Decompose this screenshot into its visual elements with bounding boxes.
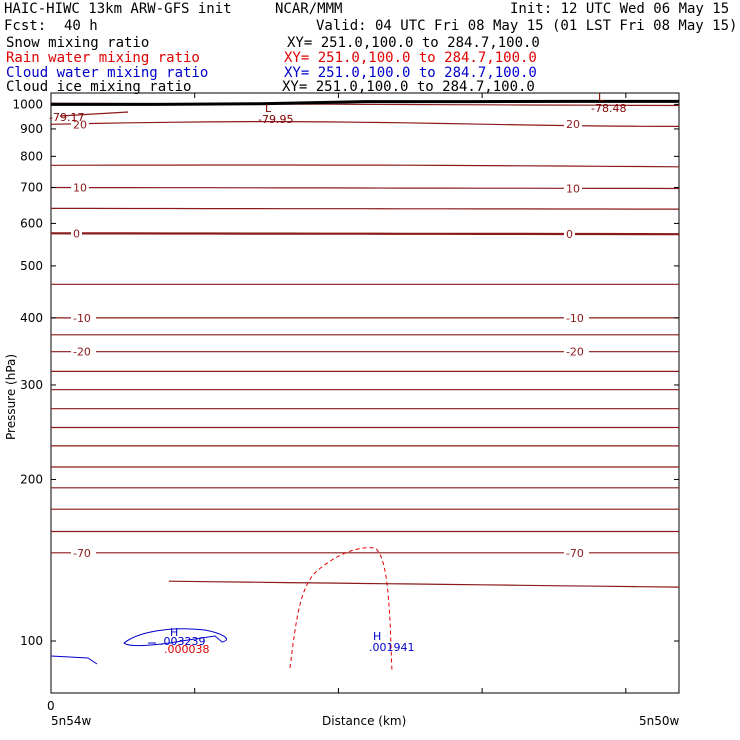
temperature-contour-line <box>168 580 680 588</box>
y-tick-label: 800 <box>20 149 43 163</box>
fcst-value: 40 h <box>64 18 98 34</box>
high-value-rain: .000038 <box>164 643 210 656</box>
high-marker: H <box>373 630 381 643</box>
y-tick-label: 500 <box>20 259 43 273</box>
y-axis-title: Pressure (hPa) <box>4 354 18 440</box>
model-title: HAIC-HIWC 13km ARW-GFS init <box>4 1 232 17</box>
x-end-label-left: 5n54w <box>51 714 92 728</box>
low-value: -79.95 <box>258 113 293 126</box>
field-xy-cloud-ice: XY= 251.0,100.0 to 284.7,100.0 <box>282 79 535 95</box>
contour-label: -10 <box>566 312 584 325</box>
contour-label: 10 <box>73 182 87 195</box>
org-label: NCAR/MMM <box>275 1 343 17</box>
x-axis-title: Distance (km) <box>322 714 406 728</box>
contour-label-bg <box>563 117 582 130</box>
temperature-contour-line <box>50 232 680 236</box>
high-value: .001941 <box>369 641 415 654</box>
contour-label: -10 <box>73 312 91 325</box>
contour-label: -70 <box>566 547 584 560</box>
temperature-contour-line <box>51 207 679 210</box>
low-value: -78.48 <box>591 102 626 115</box>
contour-label-bg <box>563 345 589 358</box>
contour-label-bg <box>563 182 582 195</box>
temperature-contour-line <box>50 121 680 127</box>
high-value: .003239 <box>160 635 206 648</box>
temperature-contour-line <box>50 164 680 168</box>
init-time: Init: 12 UTC Wed 06 May 15 <box>510 1 730 17</box>
low-marker: L <box>265 102 272 115</box>
contour-label-bg <box>563 228 575 241</box>
contour-label: 20 <box>566 118 580 131</box>
contour-label-bg <box>70 345 96 358</box>
low-marker: L <box>598 91 605 104</box>
y-tick-label: 600 <box>20 216 43 230</box>
field-name-cloud-water: Cloud water mixing ratio <box>6 65 209 81</box>
y-tick-label: 700 <box>20 180 43 194</box>
contour-label: 0 <box>566 228 573 241</box>
terrain-line <box>51 99 679 106</box>
field-xy-snow: XY= 251.0,100.0 to 284.7,100.0 <box>287 35 540 51</box>
contour-label: -20 <box>566 346 584 359</box>
rain-water-contour <box>289 547 393 673</box>
fcst-label: Fcst: <box>4 18 47 34</box>
contour-label: 0 <box>73 227 80 240</box>
contour-label-bg <box>70 181 89 194</box>
cloud-water-contour <box>123 628 227 647</box>
contour-label-bg <box>70 311 96 324</box>
y-tick-label: 100 <box>20 634 43 648</box>
contour-label-bg <box>563 546 589 559</box>
contour-label-bg <box>70 118 89 131</box>
contour-label-bg <box>70 227 82 240</box>
cloud-water-edge-contour <box>50 655 98 665</box>
y-tick-label: 1000 <box>12 97 43 111</box>
contour-label: -20 <box>73 346 91 359</box>
valid-time: Valid: 04 UTC Fri 08 May 15 (01 LST Fri … <box>316 18 738 34</box>
x-end-label-right: 5n50w <box>639 714 680 728</box>
temperature-contour-line <box>50 186 680 190</box>
y-tick-label: 400 <box>20 311 43 325</box>
temperature-contour-fragment <box>59 111 129 117</box>
field-xy-cloud-water: XY= 251.0,100.0 to 284.7,100.0 <box>284 65 537 81</box>
contour-label-bg <box>563 311 589 324</box>
x-tick-label: 0 <box>47 699 55 713</box>
field-name-rain: Rain water mixing ratio <box>6 50 200 66</box>
high-marker: H <box>170 626 178 639</box>
plot-frame <box>50 92 680 694</box>
field-xy-rain: XY= 251.0,100.0 to 284.7,100.0 <box>284 50 537 66</box>
y-tick-label: 200 <box>20 472 43 486</box>
contour-label-bg <box>70 546 96 559</box>
contour-label: 20 <box>73 118 87 131</box>
contour-label: 10 <box>566 182 580 195</box>
field-name-cloud-ice: Cloud ice mixing ratio <box>6 79 192 95</box>
y-tick-label: 300 <box>20 378 43 392</box>
edge-value: -79.17 <box>49 111 84 124</box>
field-name-snow: Snow mixing ratio <box>6 35 150 51</box>
y-tick-label: 900 <box>20 122 43 136</box>
contour-label: -70 <box>73 547 91 560</box>
